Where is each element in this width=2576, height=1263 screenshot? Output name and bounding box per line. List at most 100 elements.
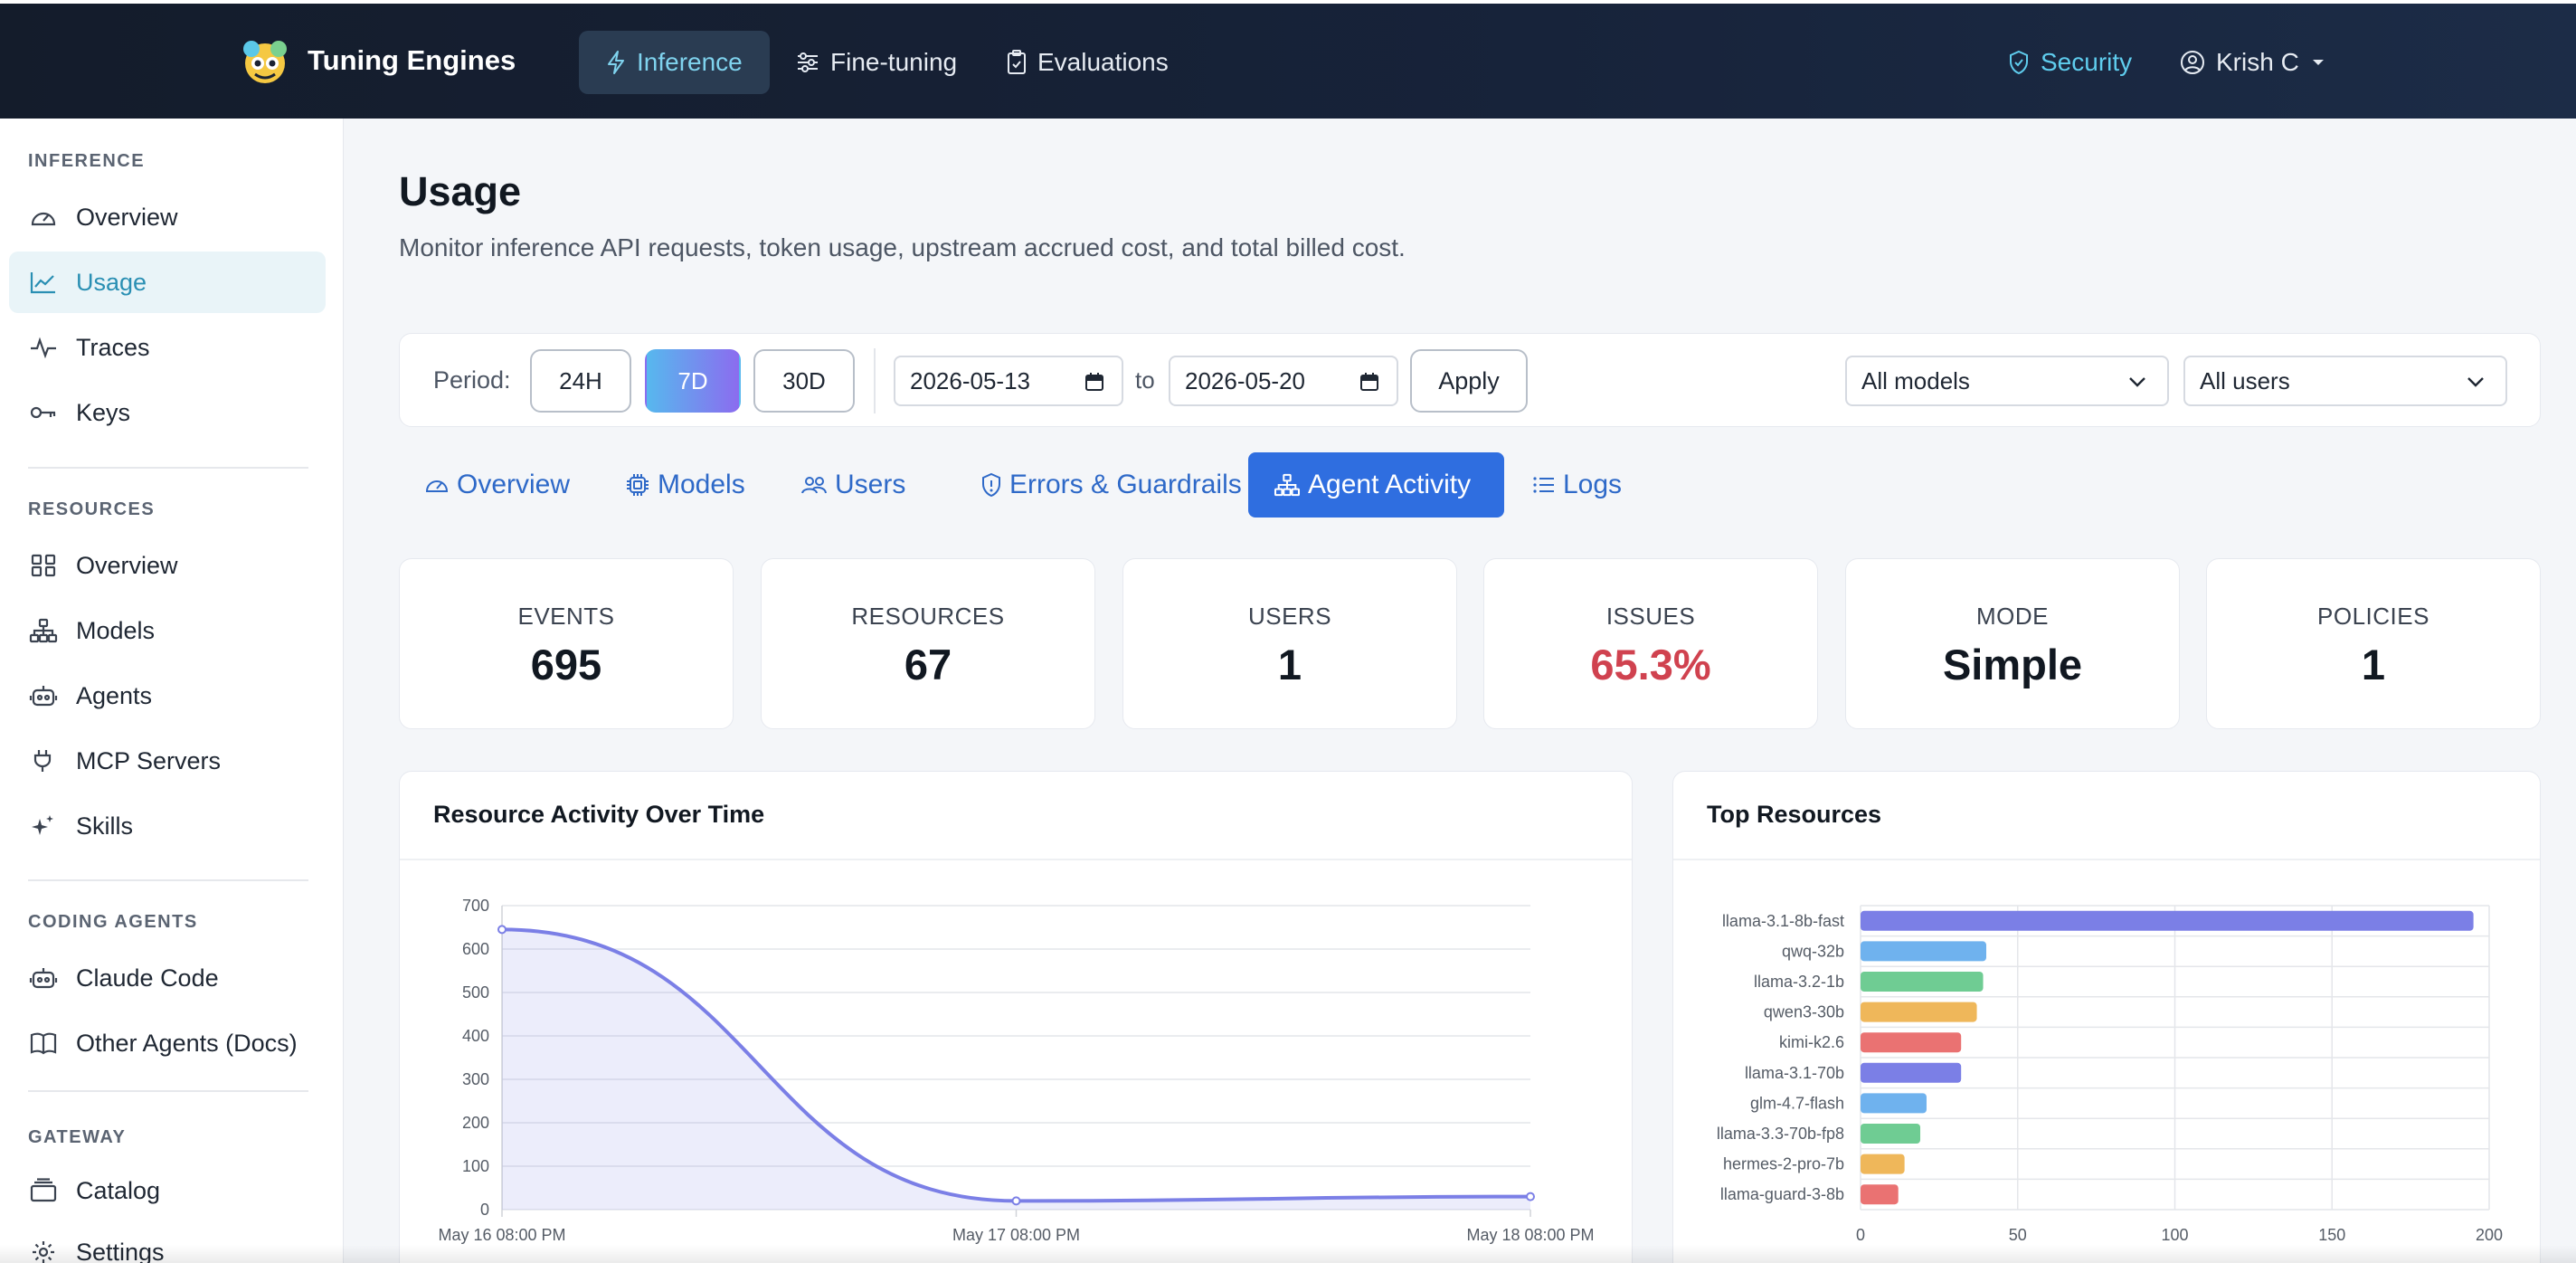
y-tick-label: llama-3.2-1b <box>1754 973 1844 991</box>
x-tick-label: 200 <box>2476 1226 2503 1244</box>
bar <box>1861 1093 1927 1114</box>
tab-logs[interactable]: Logs <box>1507 452 1647 518</box>
y-tick-label: 400 <box>462 1027 489 1045</box>
period-7d-button[interactable]: 7D <box>645 349 741 413</box>
sidebar-item-overview[interactable]: Overview <box>9 186 326 248</box>
filter-bar: Period: 24H 7D 30D 2026-05-13 to 2026-05… <box>399 333 2541 427</box>
y-tick-label: 200 <box>462 1114 489 1132</box>
stat-card-issues: ISSUES 65.3% <box>1483 558 1818 729</box>
network-icon <box>29 618 58 643</box>
stat-value: 67 <box>904 641 952 688</box>
tab-label: Overview <box>457 470 571 499</box>
period-label: Period: <box>433 366 511 394</box>
top-resources-chart: 0 50 100 150 200 llama-3.1-8b-fast qwq-32b llam… <box>1717 905 2503 1244</box>
nav-evaluations[interactable]: Evaluations <box>980 31 1196 94</box>
x-tick-label: May 16 08:00 PM <box>438 1226 565 1244</box>
list-icon <box>1533 477 1554 493</box>
y-tick-label: 700 <box>462 897 489 915</box>
tab-users[interactable]: Users <box>775 452 931 518</box>
user-select[interactable]: All users <box>2183 356 2507 406</box>
sidebar-item-resources-overview[interactable]: Overview <box>9 535 326 596</box>
tab-models[interactable]: Models <box>600 452 771 518</box>
filter-divider <box>874 348 876 413</box>
sidebar-item-label: Skills <box>76 812 134 840</box>
grid-icon <box>31 554 56 577</box>
card-divider <box>1673 859 2540 860</box>
sidebar-item-label: Overview <box>76 551 178 579</box>
sidebar-item-other-agents-docs[interactable]: Other Agents (Docs) <box>9 1012 326 1074</box>
sidebar-item-skills[interactable]: Skills <box>9 795 326 857</box>
nav-inference[interactable]: Inference <box>579 31 770 94</box>
nav-security[interactable]: Security <box>1981 31 2159 94</box>
bar <box>1861 1002 1977 1022</box>
user-circle-icon <box>2181 51 2204 74</box>
user-name: Krish C <box>2216 48 2299 76</box>
sidebar-heading-inference: INFERENCE <box>28 151 146 171</box>
y-tick-label: llama-3.1-70b <box>1745 1064 1844 1082</box>
bar <box>1861 1154 1905 1174</box>
y-tick-label: qwen3-30b <box>1764 1003 1844 1021</box>
plug-icon <box>33 750 52 772</box>
stat-value: 695 <box>530 641 602 688</box>
nav-evaluations-label: Evaluations <box>1037 48 1169 76</box>
x-tick-label: May 17 08:00 PM <box>952 1226 1080 1244</box>
robot-icon <box>29 686 58 707</box>
sidebar: INFERENCE Overview Usage Traces Keys RES… <box>0 119 344 1263</box>
caret-down-icon <box>2312 60 2324 65</box>
x-tick-label: 50 <box>2009 1226 2027 1244</box>
bottom-edge <box>0 1245 2576 1263</box>
user-select-value: All users <box>2200 366 2290 394</box>
sidebar-item-usage[interactable]: Usage <box>9 252 326 313</box>
stat-card-policies: POLICIES 1 <box>2206 558 2541 729</box>
sliders-icon <box>798 52 818 72</box>
data-point <box>1526 1192 1535 1201</box>
sidebar-item-traces[interactable]: Traces <box>9 317 326 378</box>
sidebar-item-agents[interactable]: Agents <box>9 665 326 726</box>
sidebar-item-catalog[interactable]: Catalog <box>9 1160 326 1221</box>
nav-fine-tuning[interactable]: Fine-tuning <box>769 31 984 94</box>
apply-button[interactable]: Apply <box>1410 349 1528 413</box>
sidebar-item-label: Claude Code <box>76 964 219 992</box>
sidebar-heading-gateway: GATEWAY <box>28 1127 127 1147</box>
date-to-input[interactable]: 2026-05-20 <box>1169 356 1398 406</box>
key-icon <box>30 406 56 419</box>
x-tick-label: 150 <box>2318 1226 2345 1244</box>
stat-label: MODE <box>1976 603 2049 630</box>
tab-agent-activity[interactable]: Agent Activity <box>1248 452 1504 518</box>
gear-icon <box>33 1241 54 1263</box>
stat-card-users: USERS 1 <box>1122 558 1457 729</box>
stat-value: 65.3% <box>1590 641 1711 688</box>
date-from-input[interactable]: 2026-05-13 <box>894 356 1123 406</box>
sidebar-item-keys[interactable]: Keys <box>9 382 326 443</box>
series-line <box>501 927 1531 1203</box>
tab-label: Errors & Guardrails <box>1009 470 1242 499</box>
data-point <box>1011 1196 1021 1206</box>
tab-overview[interactable]: Overview <box>399 452 595 518</box>
brand-name: Tuning Engines <box>308 44 516 76</box>
period-24h-button[interactable]: 24H <box>530 349 631 413</box>
card-divider <box>400 859 1632 860</box>
sidebar-item-models[interactable]: Models <box>9 600 326 661</box>
top-navbar: Tuning Engines Inference Fine-tuning Eva… <box>0 0 2576 119</box>
brand[interactable]: Tuning Engines <box>237 36 516 85</box>
model-select[interactable]: All models <box>1845 356 2169 406</box>
sidebar-item-claude-code[interactable]: Claude Code <box>9 947 326 1009</box>
sidebar-item-settings[interactable]: Settings <box>9 1221 326 1263</box>
tab-errors-guardrails[interactable]: Errors & Guardrails <box>955 452 1267 518</box>
y-tick-label: 600 <box>462 940 489 958</box>
y-tick-label: 300 <box>462 1070 489 1088</box>
line-chart-icon <box>30 272 55 294</box>
stat-label: EVENTS <box>517 603 615 630</box>
y-tick-label: llama-3.1-8b-fast <box>1722 912 1844 930</box>
tab-label: Users <box>835 470 906 499</box>
gauge-icon <box>425 480 449 492</box>
period-30d-button[interactable]: 30D <box>753 349 855 413</box>
tab-label: Agent Activity <box>1308 470 1472 499</box>
stat-card-events: EVENTS 695 <box>399 558 734 729</box>
user-menu[interactable]: Krish C <box>2153 31 2353 94</box>
y-tick-label: 100 <box>462 1157 489 1175</box>
stack-icon <box>30 1178 57 1202</box>
sidebar-item-mcp-servers[interactable]: MCP Servers <box>9 730 326 792</box>
gauge-icon <box>31 212 56 226</box>
sidebar-item-label: Usage <box>76 268 147 296</box>
